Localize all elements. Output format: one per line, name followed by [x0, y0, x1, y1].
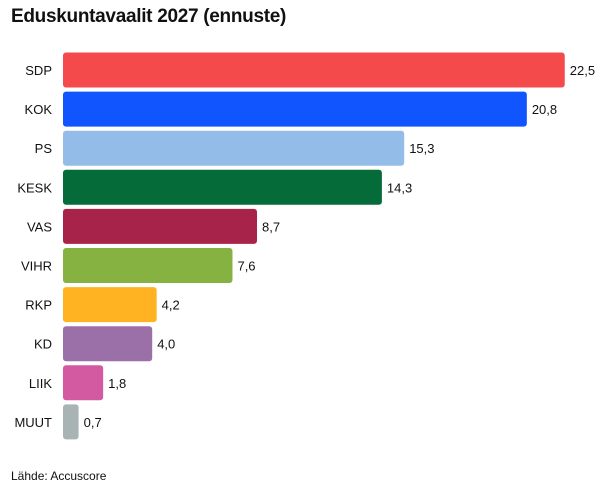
value-label-kok: 20,8	[532, 102, 557, 117]
bar-muut	[63, 404, 79, 440]
value-label-vihr: 7,6	[237, 259, 255, 274]
category-label-sdp: SDP	[25, 63, 52, 78]
category-label-rkp: RKP	[25, 298, 52, 313]
bar-vihr	[63, 248, 233, 283]
value-label-rkp: 4,2	[162, 298, 180, 313]
chart-title: Eduskuntavaalit 2027 (ennuste)	[11, 6, 287, 27]
value-label-liik: 1,8	[108, 376, 126, 391]
source-note: Lähde: Accuscore	[11, 469, 107, 483]
bar-liik	[63, 365, 104, 401]
category-label-vas: VAS	[27, 219, 52, 234]
value-label-kd: 4,0	[157, 337, 175, 352]
value-label-sdp: 22,5	[570, 63, 595, 78]
bar-ps	[63, 130, 405, 166]
bar-kd	[63, 326, 153, 362]
value-label-vas: 8,7	[262, 219, 280, 234]
category-label-kesk: KESK	[17, 180, 52, 195]
bar-rkp	[63, 287, 157, 323]
category-label-muut: MUUT	[14, 415, 52, 430]
category-label-vihr: VIHR	[21, 259, 52, 274]
category-label-kd: KD	[34, 337, 52, 352]
category-label-kok: KOK	[25, 102, 53, 117]
value-label-ps: 15,3	[409, 141, 434, 156]
value-label-kesk: 14,3	[387, 180, 412, 195]
bar-vas	[63, 208, 258, 244]
bar-sdp	[63, 52, 565, 88]
category-label-liik: LIIK	[29, 376, 52, 391]
value-label-muut: 0,7	[84, 415, 102, 430]
bar-kok	[63, 91, 527, 127]
bar-kesk	[63, 169, 382, 205]
category-label-ps: PS	[35, 141, 53, 156]
